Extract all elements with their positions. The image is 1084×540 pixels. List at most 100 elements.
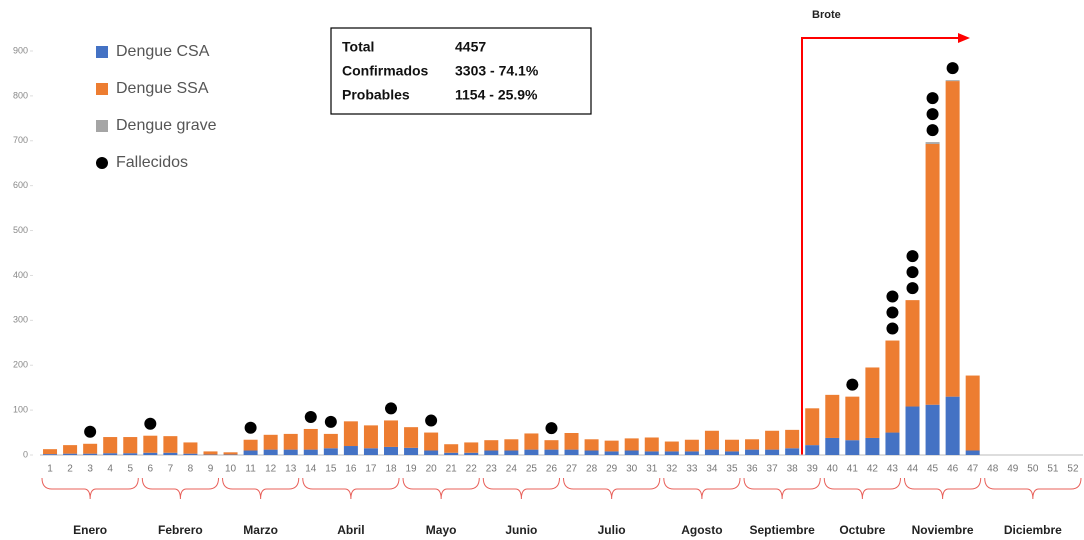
x-tick-label: 45 [927,464,939,475]
bar-segment [63,453,78,455]
x-tick-label: 30 [626,464,638,475]
bar-segment [885,432,900,455]
bar-segment [684,451,699,455]
legend-swatch [96,83,108,95]
month-label: Marzo [243,523,278,537]
month-brace [823,477,901,500]
x-tick-label: 50 [1027,464,1039,475]
bar-segment [43,449,58,455]
bar-segment [785,448,800,455]
x-tick-label: 44 [907,464,919,475]
month-label: Abril [337,523,364,537]
bar-segment [243,439,258,451]
arrow-head [958,33,970,43]
y-tick-label: 900 [13,45,28,55]
x-tick-label: 37 [767,464,779,475]
summary-value: 1154 - 25.9% [455,87,538,103]
bar-segment [544,449,559,455]
bar-segment [263,434,278,450]
x-tick-label: 52 [1067,464,1079,475]
month-brace [563,477,661,500]
bar-segment [865,437,880,455]
month-label: Julio [598,523,626,537]
bar-segment [484,450,499,455]
bar-segment [524,449,539,455]
bar-segment [945,81,960,397]
x-tick-label: 32 [666,464,678,475]
x-tick-label: 8 [188,464,194,475]
x-tick-label: 28 [586,464,598,475]
x-tick-label: 19 [406,464,418,475]
x-tick-label: 27 [566,464,578,475]
bar-segment [323,433,338,449]
x-tick-label: 49 [1007,464,1019,475]
legend-label: Dengue CSA [116,43,210,60]
bar-segment [384,420,399,447]
summary-label: Confirmados [342,63,429,79]
death-dot [144,417,157,430]
bar-segment [283,449,298,455]
bar-segment [905,300,920,407]
month-label: Enero [73,523,107,537]
bar-segment [965,375,980,451]
month-brace [663,477,741,500]
month-label: Diciembre [1004,523,1062,537]
bar-segment [684,439,699,452]
bar-segment [103,437,118,454]
bar-segment [504,439,519,451]
bar-segment [564,449,579,455]
x-tick-label: 51 [1047,464,1059,475]
bar-segment [203,451,218,455]
bar-segment [664,441,679,452]
x-tick-label: 15 [325,464,337,475]
x-tick-label: 18 [385,464,397,475]
death-dot [906,282,919,295]
y-tick-label: 600 [13,180,28,190]
bar-segment [604,451,619,455]
x-tick-label: 42 [867,464,879,475]
bar-segment [604,440,619,452]
death-dot [946,62,959,75]
bar-segment [845,440,860,455]
bar-segment [564,433,579,450]
x-tick-label: 10 [225,464,237,475]
bar-segment [303,449,318,455]
bar-segment [644,451,659,455]
death-dot [886,322,899,335]
y-tick-label: 800 [13,90,28,100]
x-tick-label: 23 [486,464,498,475]
x-tick-label: 47 [967,464,979,475]
x-tick-label: 31 [646,464,658,475]
bar-segment [143,452,158,455]
legend-swatch [96,120,108,132]
bar-segment [83,453,98,455]
x-tick-label: 48 [987,464,999,475]
death-dot [545,422,558,435]
bar-segment [785,429,800,449]
bar-segment [424,432,439,451]
bar-segment [765,449,780,455]
bar-segment [464,452,479,455]
month-label: Septiembre [749,523,815,537]
x-tick-label: 17 [365,464,377,475]
bar-segment [825,437,840,455]
bar-segment [363,425,378,449]
bar-segment [925,143,940,405]
bar-segment [83,443,98,454]
death-dot [425,414,438,427]
bar-segment [123,453,138,455]
x-tick-label: 29 [606,464,618,475]
x-tick-label: 34 [706,464,718,475]
month-brace [222,477,300,500]
x-tick-label: 25 [526,464,538,475]
bar-segment [965,450,980,455]
x-tick-label: 13 [285,464,297,475]
x-tick-label: 41 [847,464,859,475]
month-brace [402,477,480,500]
bar-segment [644,437,659,452]
x-tick-label: 5 [127,464,133,475]
x-tick-label: 4 [107,464,113,475]
x-tick-label: 33 [686,464,698,475]
legend-label: Fallecidos [116,154,188,171]
y-tick-label: 400 [13,270,28,280]
